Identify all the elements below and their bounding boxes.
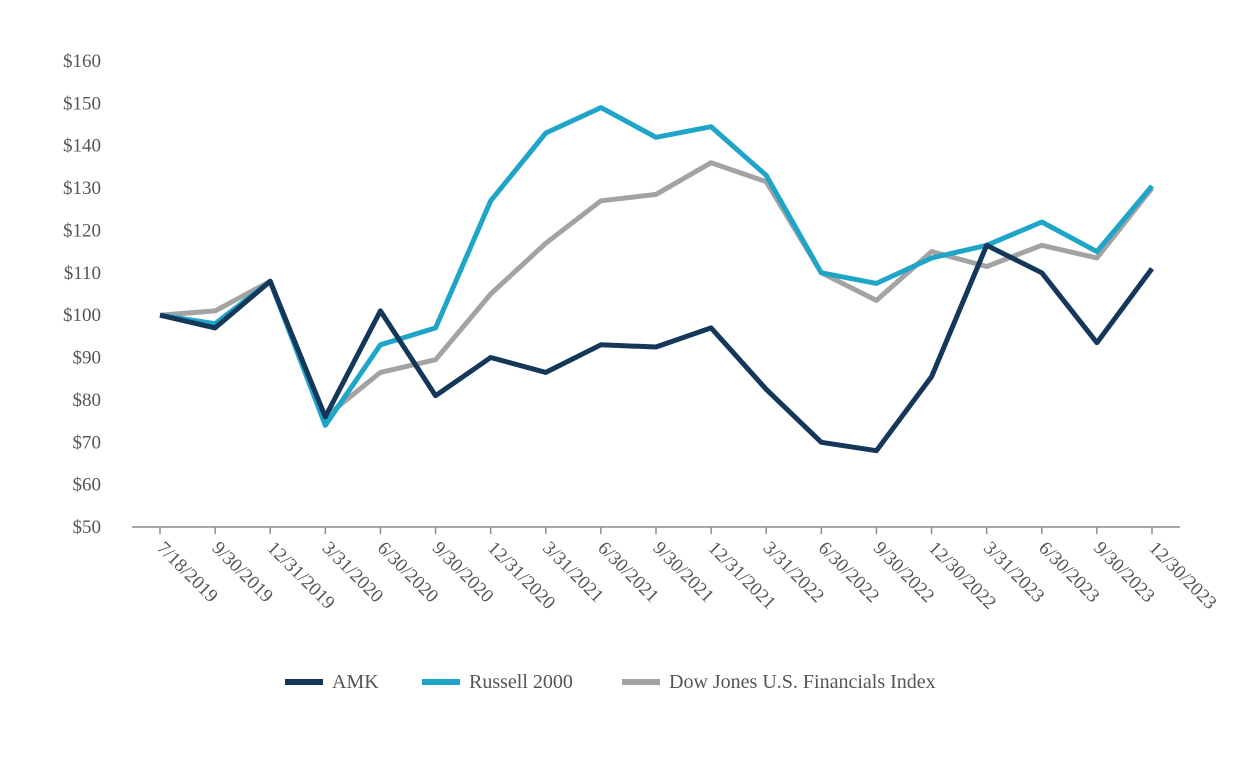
y-tick-label: $80 [73, 390, 102, 411]
series-line-amk [159, 242, 1155, 454]
y-tick-label: $70 [73, 432, 102, 453]
y-tick-label: $130 [63, 178, 101, 199]
legend: AMK Russell 2000 Dow Jones U.S. Financials… [285, 671, 936, 693]
x-axis: 7/18/20199/30/201912/31/20193/31/20206/3… [132, 526, 1221, 614]
y-tick-label: $90 [73, 348, 102, 369]
y-axis-labels: $50 $60 $70 $80 $90 $100 $110 $120 $130 $140 $150 $… [63, 51, 101, 538]
x-tick-label: 12/30/2023 [1144, 538, 1220, 614]
y-tick-label: $160 [63, 51, 101, 72]
y-tick-label: $120 [63, 220, 101, 241]
y-tick-label: $50 [73, 517, 102, 538]
legend-label: Russell 2000 [469, 671, 573, 693]
legend-label: Dow Jones U.S. Financials Index [669, 671, 936, 693]
y-tick-label: $100 [63, 305, 101, 326]
y-tick-label: $150 [63, 93, 101, 114]
legend-label: AMK [332, 671, 379, 693]
y-tick-label: $140 [63, 136, 101, 157]
y-tick-label: $60 [73, 475, 102, 496]
y-tick-label: $110 [64, 263, 101, 284]
series-lines [159, 105, 1155, 454]
